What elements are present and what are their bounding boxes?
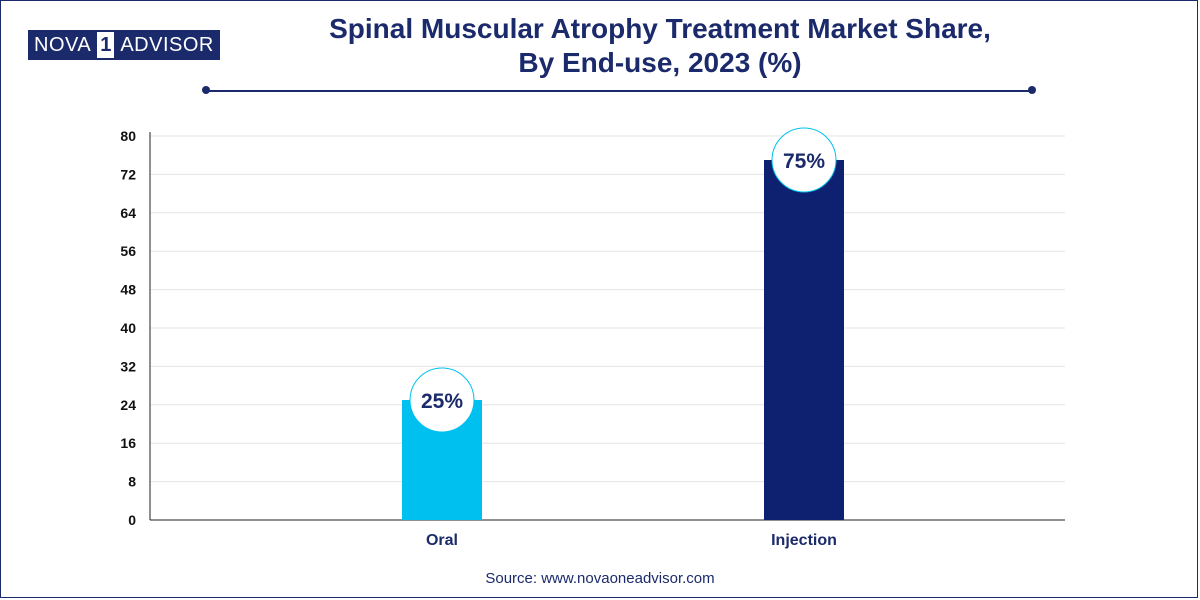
y-tick-label-32: 32 xyxy=(120,358,136,374)
bar-injection xyxy=(764,160,844,520)
data-label-injection: 75% xyxy=(783,150,825,173)
y-tick-label-40: 40 xyxy=(120,320,136,336)
data-label-oral: 25% xyxy=(421,390,463,413)
chart-title-line1: Spinal Muscular Atrophy Treatment Market… xyxy=(329,13,991,44)
data-label-circle-oral xyxy=(409,367,475,433)
chart-title: Spinal Muscular Atrophy Treatment Market… xyxy=(300,12,1020,80)
y-tick-label-8: 8 xyxy=(128,474,136,490)
chart-title-line2: By End-use, 2023 (%) xyxy=(518,47,802,78)
data-label-circle-injection xyxy=(771,127,837,193)
source-note: Source: www.novaoneadvisor.com xyxy=(485,570,715,587)
y-tick-label-80: 80 xyxy=(120,128,136,144)
y-tick-label-72: 72 xyxy=(120,166,136,182)
y-tick-label-56: 56 xyxy=(120,243,136,259)
y-tick-label-0: 0 xyxy=(128,512,136,528)
x-tick-label-oral: Oral xyxy=(426,532,458,549)
title-underline xyxy=(206,90,1032,92)
y-tick-label-24: 24 xyxy=(120,397,136,413)
x-tick-label-injection: Injection xyxy=(771,532,837,549)
brand-logo: NOVA 1 ADVISOR xyxy=(28,30,220,60)
y-tick-label-48: 48 xyxy=(120,282,136,298)
title-underline-right-dot xyxy=(1028,86,1036,94)
title-underline-left-dot xyxy=(202,86,210,94)
y-tick-label-64: 64 xyxy=(120,205,136,221)
brand-logo-number: 1 xyxy=(97,30,115,60)
brand-logo-left: NOVA xyxy=(28,30,98,60)
y-tick-label-16: 16 xyxy=(120,435,136,451)
brand-logo-right: ADVISOR xyxy=(114,30,220,60)
